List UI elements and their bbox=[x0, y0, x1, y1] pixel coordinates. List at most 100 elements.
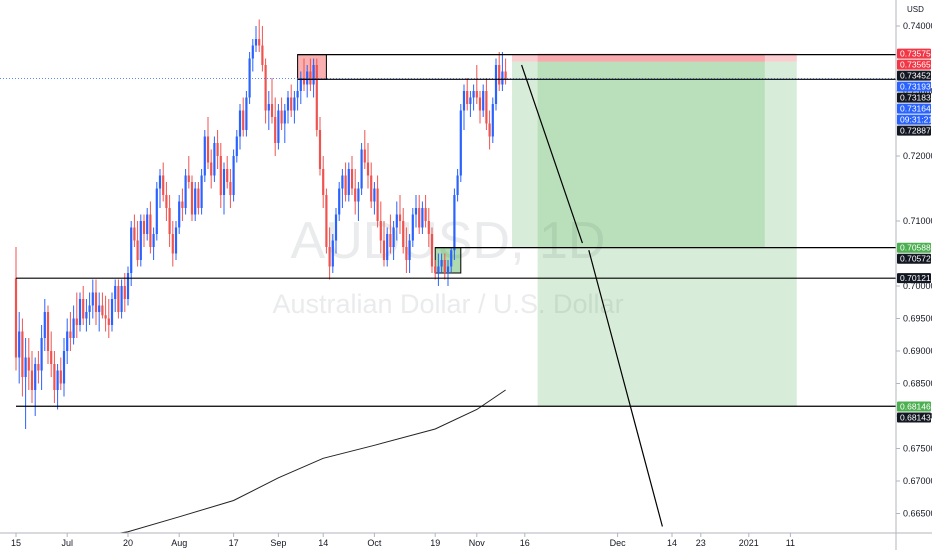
candle-body bbox=[299, 78, 302, 91]
candle-body bbox=[315, 65, 318, 130]
price-tag-label: 0.68146 bbox=[900, 401, 931, 411]
candle-body bbox=[158, 175, 162, 189]
candle-body bbox=[296, 91, 299, 98]
candle-body bbox=[338, 188, 341, 215]
candle-body bbox=[110, 299, 114, 325]
x-tick-label: 20 bbox=[123, 538, 133, 548]
moving-average-line bbox=[15, 389, 506, 542]
price-tag bbox=[897, 92, 931, 103]
candle-body bbox=[434, 266, 437, 273]
supply-box bbox=[297, 54, 327, 80]
candle-body bbox=[152, 234, 155, 247]
candle-body bbox=[174, 227, 178, 254]
candle-body bbox=[312, 65, 315, 85]
projection-2-line bbox=[588, 250, 663, 527]
candle-body bbox=[440, 260, 443, 267]
candle-body bbox=[142, 221, 146, 234]
price-tag-label: 0.72887 bbox=[900, 125, 931, 135]
candle-body bbox=[120, 286, 123, 312]
candle-body bbox=[405, 247, 408, 260]
candle-body bbox=[242, 110, 245, 130]
candle-body bbox=[370, 175, 373, 202]
candle-body bbox=[94, 292, 98, 312]
candle-body bbox=[139, 221, 142, 260]
candle-body bbox=[491, 104, 494, 137]
candle-body bbox=[91, 292, 94, 306]
price-tag-label: 0.70121 bbox=[900, 273, 931, 283]
candle-body bbox=[59, 370, 62, 384]
candle-body bbox=[46, 312, 50, 351]
candle-body bbox=[114, 286, 117, 299]
price-tag-label: 0.70572 bbox=[900, 254, 931, 264]
x-tick-label: 16 bbox=[520, 538, 530, 548]
candle-body bbox=[430, 234, 434, 267]
candle-body bbox=[350, 169, 354, 189]
candle-body bbox=[133, 227, 136, 241]
candle-body bbox=[482, 91, 485, 111]
candle-body bbox=[402, 221, 405, 247]
price-tag bbox=[897, 125, 931, 136]
candle-body bbox=[88, 305, 91, 312]
candle-body bbox=[456, 175, 459, 195]
candle-body bbox=[206, 136, 210, 163]
candle-body bbox=[418, 208, 421, 228]
price-tag bbox=[897, 242, 931, 253]
price-tag bbox=[897, 401, 931, 412]
candle-body bbox=[248, 58, 251, 98]
candle-body bbox=[219, 156, 222, 195]
x-tick-label: Aug bbox=[171, 538, 187, 548]
price-tag-label: 0.73575 bbox=[900, 48, 931, 58]
candle-body bbox=[424, 208, 427, 221]
short-position-2-stop-zone bbox=[537, 53, 797, 62]
candle-body bbox=[50, 351, 53, 364]
candle-body bbox=[363, 149, 366, 163]
candle-body bbox=[85, 312, 88, 319]
candle-body bbox=[286, 97, 290, 111]
candle-body bbox=[30, 370, 34, 390]
price-tag-label: 0.70588 bbox=[900, 243, 931, 253]
candle-body bbox=[184, 175, 187, 208]
candle-body bbox=[459, 110, 462, 176]
candle-body bbox=[98, 305, 101, 312]
candle-body bbox=[389, 234, 392, 247]
candle-body bbox=[136, 240, 139, 260]
candle-body bbox=[347, 169, 350, 195]
candle-body bbox=[309, 71, 312, 85]
candle-body bbox=[261, 45, 264, 65]
candle-body bbox=[181, 201, 184, 208]
x-tick-label: 14 bbox=[667, 538, 677, 548]
candle-body bbox=[472, 91, 475, 98]
candle-body bbox=[274, 117, 277, 143]
y-tick-label: 0.66500 bbox=[903, 509, 932, 519]
candle-body bbox=[194, 188, 197, 215]
candle-body bbox=[27, 357, 30, 371]
candle-body bbox=[190, 182, 194, 215]
candle-body bbox=[197, 188, 200, 208]
candle-body bbox=[203, 136, 206, 176]
candle-body bbox=[446, 266, 450, 273]
price-tag bbox=[897, 48, 931, 59]
candle-body bbox=[123, 286, 126, 299]
price-tag-label: 0.73452 bbox=[900, 70, 931, 80]
candle-body bbox=[392, 227, 395, 247]
candle-body bbox=[235, 136, 238, 156]
candle-body bbox=[373, 188, 376, 202]
candle-body bbox=[302, 78, 306, 85]
candle-body bbox=[18, 331, 21, 358]
price-tag-label: 0.73183 bbox=[900, 92, 931, 102]
candle-body bbox=[504, 71, 507, 79]
currency-label: USD bbox=[907, 5, 924, 14]
price-tag bbox=[897, 81, 931, 92]
candle-body bbox=[56, 370, 59, 390]
candle-body bbox=[322, 169, 325, 195]
candle-body bbox=[488, 123, 491, 137]
watermark-name: Australian Dollar / U.S. Dollar bbox=[272, 289, 623, 319]
candle-body bbox=[494, 65, 498, 104]
candle-body bbox=[149, 214, 152, 247]
